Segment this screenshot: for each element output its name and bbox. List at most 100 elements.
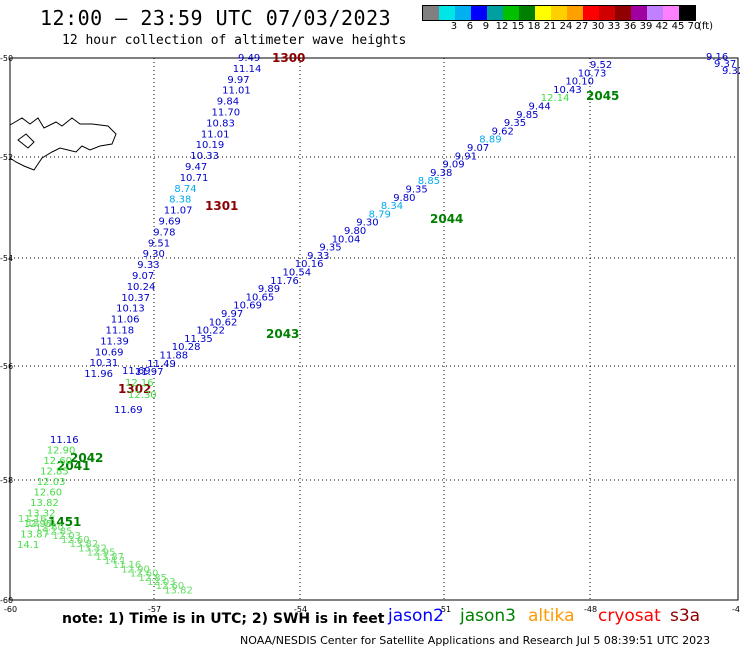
wave-height-value: 12.60 [130, 569, 159, 580]
wave-height-value: 12.60 [34, 488, 63, 499]
wave-height-value: 9.51 [148, 238, 170, 249]
wave-height-value: 10.19 [196, 140, 225, 151]
wave-height-value: 10.24 [127, 282, 156, 293]
legend-swatch [423, 6, 439, 20]
legend-tick-label: 18 [527, 21, 541, 32]
wave-height-value: 9.16 [706, 52, 728, 63]
wave-height-value: 10.43 [553, 85, 582, 96]
wave-height-value: 10.13 [116, 304, 145, 315]
wave-height-value: 9.85 [516, 110, 538, 121]
wave-height-value: 9.33 [137, 260, 159, 271]
legend-swatch [455, 6, 471, 20]
legend-swatch [647, 6, 663, 20]
track-label: 1300 [272, 51, 305, 65]
wave-height-value: 12.30 [128, 390, 157, 401]
legend-swatch [551, 6, 567, 20]
legend-tick-label: 6 [466, 21, 474, 32]
legend-swatch [599, 6, 615, 20]
wave-height-value: 11.88 [160, 351, 189, 362]
wave-height-value: 11.35 [184, 334, 213, 345]
wave-height-value: 12.95 [24, 519, 53, 530]
wave-height-value: 11.18 [106, 326, 135, 337]
wave-height-value: 11.16 [18, 514, 47, 525]
legend-tick-label: 12 [495, 21, 509, 32]
wave-height-value: 9.35 [406, 185, 428, 196]
wave-height-value: 9.32 [722, 66, 740, 77]
wave-height-value: 11.07 [164, 206, 193, 217]
wave-height-value: 8.89 [479, 135, 501, 146]
legend-tick-label: 70 [687, 21, 701, 32]
wave-height-value: 13.32 [78, 543, 107, 554]
legend-tick-label: 27 [575, 21, 589, 32]
legend-swatch [471, 6, 487, 20]
units-note: note: 1) Time is in UTC; 2) SWH is in fe… [62, 611, 385, 627]
legend-swatch [663, 6, 679, 20]
legend-swatch [679, 6, 695, 20]
wave-height-value: 9.62 [492, 126, 514, 137]
wave-height-value: 10.54 [283, 268, 312, 279]
wave-height-value: 9.35 [504, 118, 526, 129]
wave-height-value: 9.52 [590, 60, 612, 71]
lat-label: -56 [0, 362, 13, 371]
wave-height-value: 11.69 [114, 405, 143, 416]
wave-height-value: 12.14 [541, 93, 570, 104]
track-label: 1451 [48, 515, 81, 529]
wave-height-value: 9.07 [132, 271, 154, 282]
track-label: 1301 [205, 199, 238, 213]
wave-height-value: 9.30 [356, 218, 378, 229]
lon-label: -57 [148, 605, 161, 614]
legend-tick-label: 36 [623, 21, 637, 32]
wave-height-value: 10.33 [190, 151, 219, 162]
wave-height-value: 11.97 [135, 367, 164, 378]
wave-height-value: 12.03 [52, 531, 81, 542]
wave-height-value: 12.60 [35, 522, 64, 533]
wave-height-value: 10.28 [172, 342, 201, 353]
wave-height-value: 10.31 [90, 358, 119, 369]
wave-height-value: 13.82 [30, 498, 59, 509]
credit-line: NOAA/NESDIS Center for Satellite Applica… [240, 634, 711, 647]
wave-height-value: 8.85 [418, 176, 440, 187]
wave-height-value: 12.60 [61, 535, 90, 546]
satellite-legend-jason2: jason2 [388, 606, 444, 626]
track-label: 2045 [586, 89, 619, 103]
wave-height-value: 9.37 [714, 59, 736, 70]
wave-height-value: 13.82 [70, 539, 99, 550]
wave-height-value: 14.1 [104, 556, 126, 567]
lon-label: -60 [4, 605, 17, 614]
legend-swatch [519, 6, 535, 20]
legend-tick-label: 3 [450, 21, 458, 32]
wave-height-value: 10.16 [295, 259, 324, 270]
wave-height-value: 9.38 [430, 168, 452, 179]
wave-height-value: 9.89 [258, 284, 280, 295]
legend-tick-label: 33 [607, 21, 621, 32]
wave-height-value: 8.34 [381, 201, 403, 212]
wave-height-value: 9.97 [221, 309, 243, 320]
lat-label: -54 [0, 254, 13, 263]
map-subtitle: 12 hour collection of altimeter wave hei… [62, 33, 407, 48]
wave-height-value: 12.90 [47, 446, 76, 457]
track-label: 2044 [430, 212, 463, 226]
wave-height-value: 11.01 [201, 129, 230, 140]
lat-label: -50 [0, 54, 13, 63]
satellite-legend-jason3: jason3 [460, 606, 516, 626]
wave-height-value: 11.06 [111, 315, 140, 326]
wave-height-value: 13.87 [20, 530, 49, 541]
wave-height-value: 9.80 [393, 193, 415, 204]
legend-tick-label: 39 [639, 21, 653, 32]
wave-height-value: 11.39 [100, 336, 129, 347]
wave-height-value: 11.69 [122, 366, 151, 377]
wave-height-value: 10.71 [180, 173, 209, 184]
wave-height-value: 12.85 [44, 527, 73, 538]
wave-height-value: 11.14 [233, 64, 262, 75]
legend-tick-label: 24 [559, 21, 573, 32]
map-title: 12:00 — 23:59 UTC 07/03/2023 [40, 6, 392, 30]
legend-swatch [631, 6, 647, 20]
lat-label: -52 [0, 153, 13, 162]
legend-swatch [503, 6, 519, 20]
wave-height-value: 12.85 [40, 467, 69, 478]
wave-height-value: 11.16 [50, 435, 79, 446]
track-label: 2042 [70, 451, 103, 465]
wave-height-value: 8.38 [169, 195, 191, 206]
legend-swatch [567, 6, 583, 20]
legend-tick-label: 42 [655, 21, 669, 32]
